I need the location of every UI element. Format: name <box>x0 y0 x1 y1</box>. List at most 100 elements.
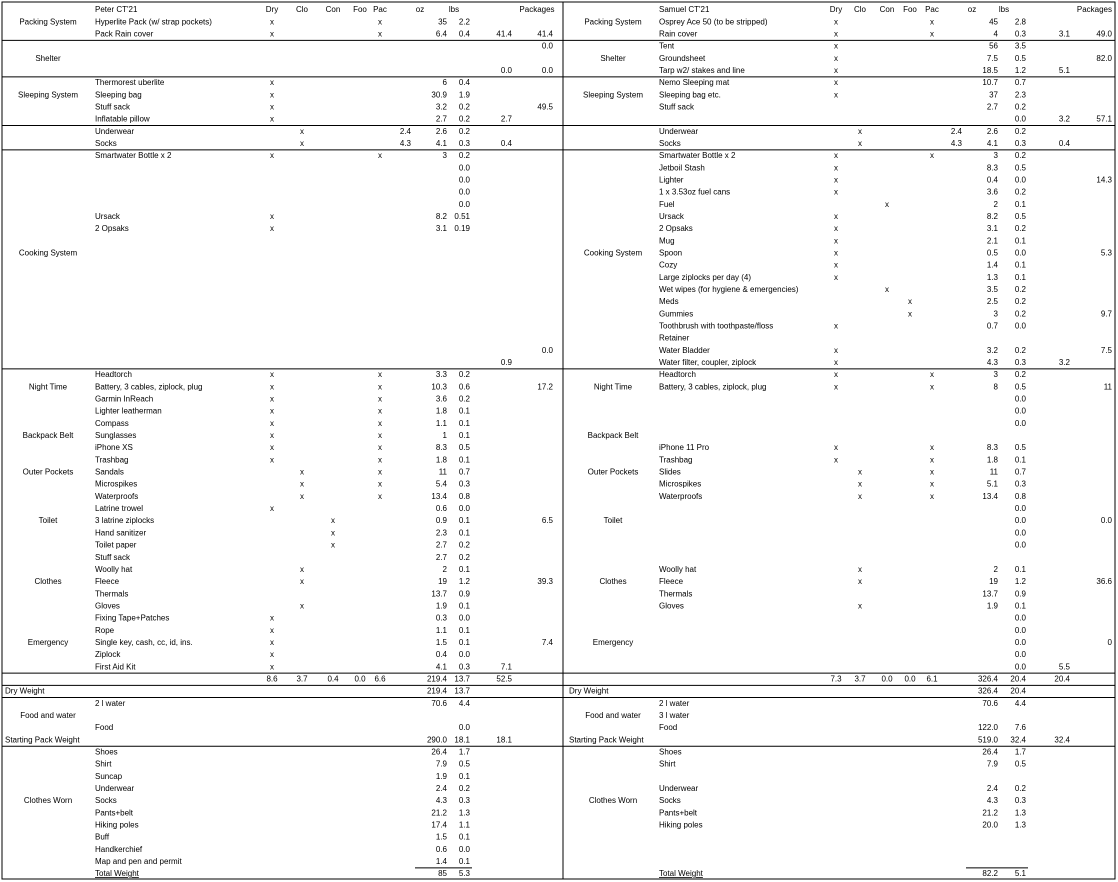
cell-dry: x <box>834 17 838 26</box>
cell-dry: x <box>834 273 838 282</box>
cell-lbs: 1.3 <box>1015 808 1027 817</box>
item-name: Samuel CT'21 <box>659 5 710 14</box>
cell-pac: x <box>378 455 382 464</box>
cell-lbs: 0.3 <box>1015 139 1027 148</box>
item-name: Tarp w2/ stakes and line <box>659 66 745 75</box>
cell-con: x <box>885 285 889 294</box>
cell-lbs: 0.0 <box>1015 407 1027 416</box>
cell-pk: 49.0 <box>1096 29 1112 38</box>
cell-lbs: 0.0 <box>1015 322 1027 331</box>
cell-lbs: 0.0 <box>1015 638 1027 647</box>
cell-con: 0.0 <box>881 674 893 683</box>
cell-oz: 8.2 <box>436 212 448 221</box>
cell-oz: 1.8 <box>436 407 448 416</box>
cell-pac: x <box>378 431 382 440</box>
section-label: Starting Pack Weight <box>5 735 80 744</box>
cell-clo: x <box>858 468 862 477</box>
cell-dry: x <box>270 443 274 452</box>
cell-lbs: lbs <box>999 5 1009 14</box>
cell-oz: 2.7 <box>436 553 448 562</box>
cell-lbs: 0.5 <box>1015 163 1027 172</box>
cell-oz: 4.3 <box>987 358 999 367</box>
item-name: Inflatable pillow <box>95 115 150 124</box>
cell-lbs: 0.0 <box>1015 626 1027 635</box>
cell-pac: x <box>378 151 382 160</box>
cell-sub: 3.2 <box>1059 358 1071 367</box>
cell-oz: 2.3 <box>436 528 448 537</box>
cell-oz: 3.5 <box>987 285 999 294</box>
group-label: Night Time <box>29 382 68 391</box>
cell-oz: 2.6 <box>436 127 448 136</box>
cell-lbs: 0.0 <box>1015 249 1027 258</box>
item-name: Toilet paper <box>95 541 137 550</box>
cell-dry: x <box>270 90 274 99</box>
cell-oz: 35 <box>438 17 447 26</box>
cell-clo: x <box>300 480 304 489</box>
cell-lbs: 0.3 <box>459 662 471 671</box>
cell-lbs: 0.3 <box>459 796 471 805</box>
cell-clo: x <box>300 565 304 574</box>
cell-sub: 3.2 <box>1059 115 1071 124</box>
cell-oz: 37 <box>989 90 998 99</box>
cell-clo: Clo <box>296 5 309 14</box>
cell-con: x <box>331 528 335 537</box>
cell-pac: x <box>378 468 382 477</box>
group-label: Food and water <box>585 711 641 720</box>
group-label: Backpack Belt <box>23 431 74 440</box>
cell-pac: Pac <box>373 5 387 14</box>
cell-lbs: lbs <box>449 5 459 14</box>
item-name: First Aid Kit <box>95 662 136 671</box>
cell-oz: 1.9 <box>987 601 999 610</box>
cell-oz: 2.5 <box>987 297 999 306</box>
cell-lbs: 0.1 <box>459 857 471 866</box>
cell-lbs: 0.1 <box>1015 601 1027 610</box>
cell-oz: 8.3 <box>987 443 999 452</box>
cell-pac: x <box>378 480 382 489</box>
cell-ext: 2.4 <box>400 127 412 136</box>
cell-sub: 0.9 <box>501 358 513 367</box>
section-label: Starting Pack Weight <box>569 735 644 744</box>
cell-oz: 4.3 <box>436 796 448 805</box>
cell-lbs: 0.3 <box>459 139 471 148</box>
cell-lbs: 0.19 <box>454 224 470 233</box>
cell-lbs: 0.2 <box>459 541 471 550</box>
item-name: Mug <box>659 236 675 245</box>
cell-oz: 4 <box>994 29 999 38</box>
cell-oz: 21.2 <box>982 808 998 817</box>
cell-ext: 4.3 <box>400 139 412 148</box>
item-name: Garmin InReach <box>95 395 153 404</box>
cell-oz: 8.3 <box>436 443 448 452</box>
cell-lbs: 0.2 <box>1015 346 1027 355</box>
cell-dry: x <box>270 407 274 416</box>
item-name: Food <box>659 723 677 732</box>
cell-oz: 30.9 <box>431 90 447 99</box>
cell-lbs: 0.0 <box>1015 650 1027 659</box>
cell-oz: 1 <box>443 431 448 440</box>
item-name: Cozy <box>659 261 677 270</box>
cell-pk: 0.0 <box>1101 516 1113 525</box>
cell-clo: x <box>858 565 862 574</box>
cell-oz: 3.6 <box>987 188 999 197</box>
cell-pk: 17.2 <box>537 382 553 391</box>
cell-lbs: 0.0 <box>459 175 471 184</box>
item-name: Compass <box>95 419 129 428</box>
cell-pk: 9.7 <box>1101 309 1113 318</box>
cell-lbs: 0.1 <box>459 528 471 537</box>
cell-dry: x <box>834 261 838 270</box>
cell-clo: x <box>858 139 862 148</box>
cell-oz: 326.4 <box>978 687 999 696</box>
item-name: Handkerchief <box>95 845 143 854</box>
cell-lbs: 0.4 <box>459 78 471 87</box>
cell-lbs: 0.2 <box>1015 224 1027 233</box>
cell-lbs: 0.2 <box>1015 297 1027 306</box>
cell-pk: 41.4 <box>537 29 553 38</box>
cell-lbs: 0.0 <box>1015 528 1027 537</box>
group-label: Shelter <box>35 54 61 63</box>
cell-oz: 7.5 <box>987 54 999 63</box>
cell-dry: x <box>270 17 274 26</box>
cell-lbs: 0.2 <box>459 102 471 111</box>
cell-pk: 14.3 <box>1096 175 1112 184</box>
cell-dry: x <box>270 650 274 659</box>
item-name: Smartwater Bottle x 2 <box>659 151 736 160</box>
cell-lbs: 0.2 <box>459 115 471 124</box>
